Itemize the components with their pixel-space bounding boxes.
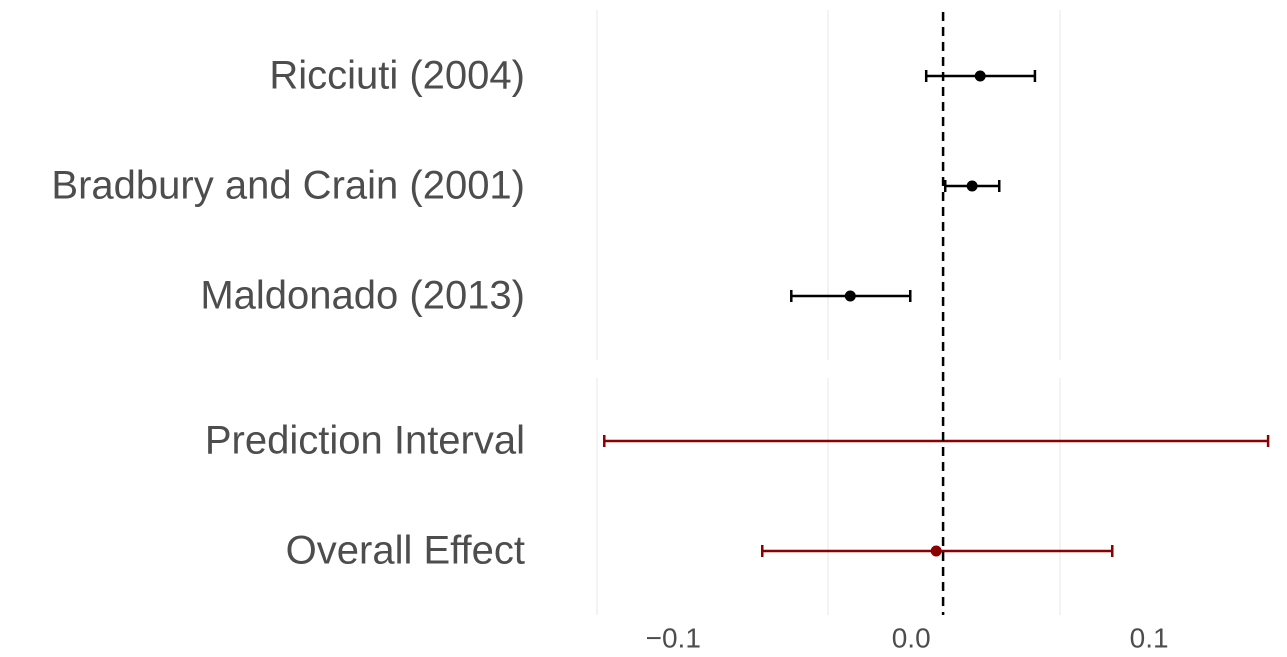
- y-tick-label: Ricciuti (2004): [269, 54, 525, 98]
- y-tick-label: Maldonado (2013): [200, 274, 525, 318]
- x-tick-label: −0.1: [646, 622, 701, 653]
- y-tick-label: Prediction Interval: [205, 419, 525, 463]
- point: [974, 70, 986, 82]
- error-bar: [603, 435, 1270, 447]
- panel-background: [596, 10, 1061, 615]
- x-tick-label: 0.0: [892, 622, 931, 653]
- x-tick-label: 0.1: [1130, 622, 1169, 653]
- y-tick-label: Bradbury and Crain (2001): [51, 164, 525, 208]
- y-tick-label: Overall Effect: [286, 529, 525, 573]
- point: [930, 545, 942, 557]
- point: [844, 290, 856, 302]
- point: [966, 180, 978, 192]
